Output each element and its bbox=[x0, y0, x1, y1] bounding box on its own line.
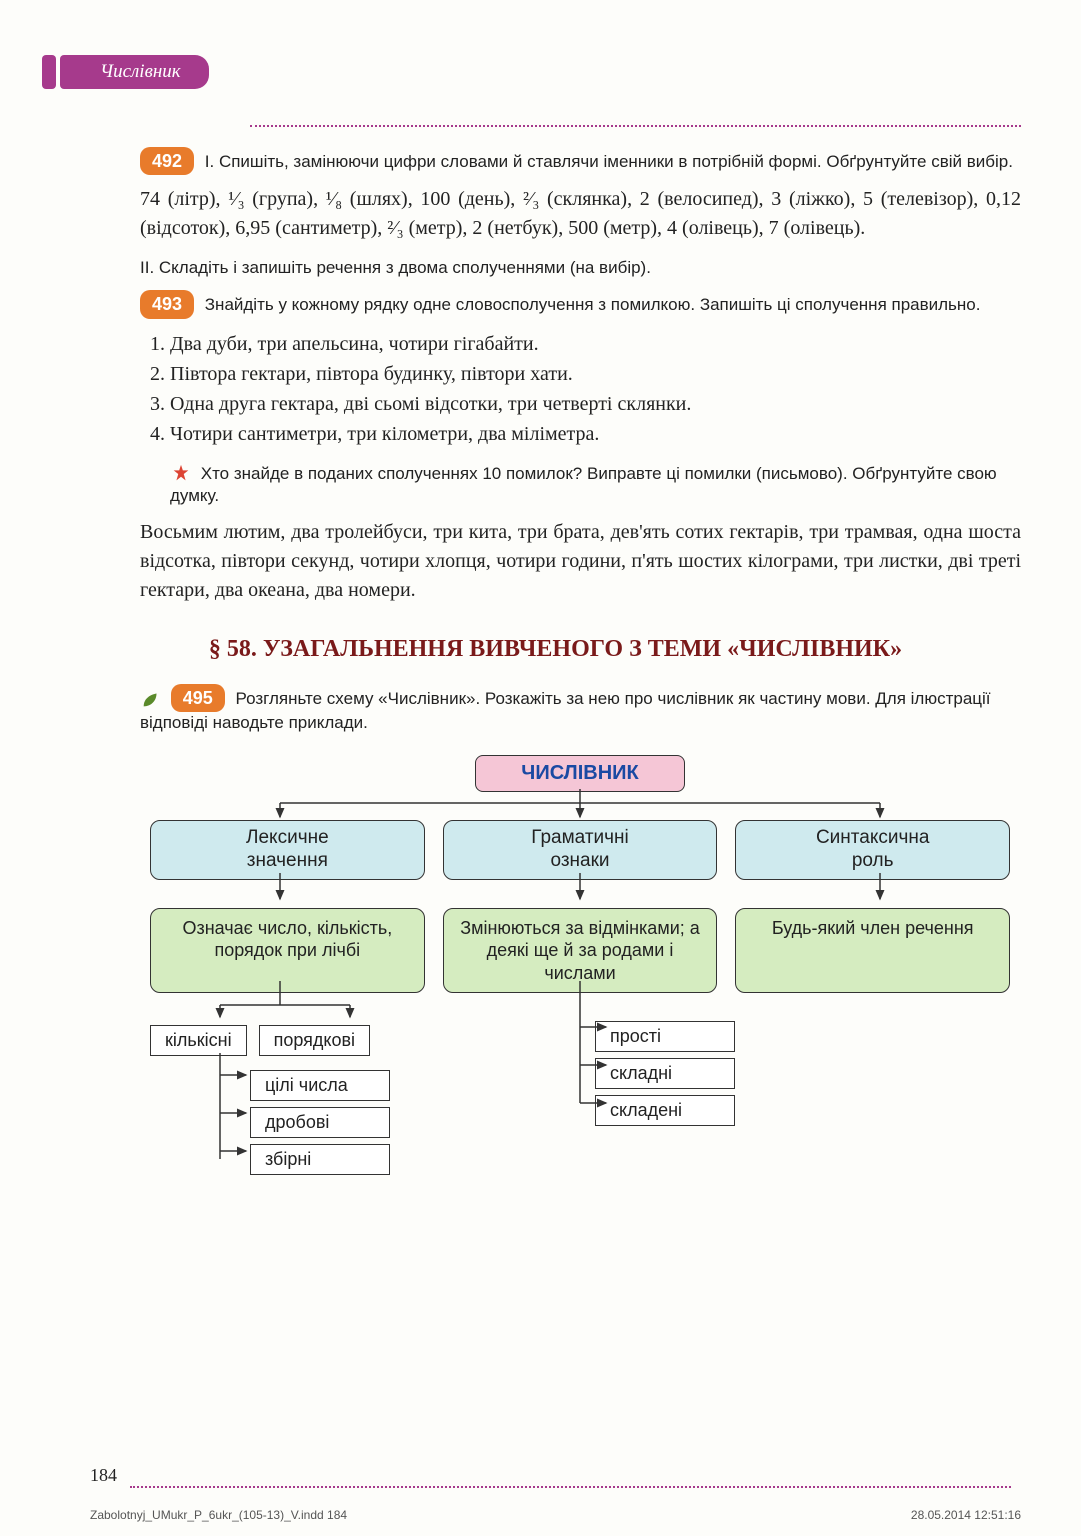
diagram-node-collective: збірні bbox=[250, 1144, 390, 1175]
leaf-icon bbox=[140, 688, 162, 710]
ex495-instr-text: Розгляньте схему «Числівник». Розкажіть … bbox=[140, 689, 991, 732]
ex493-item: 1. Два дуби, три апельсина, чотири гігаб… bbox=[150, 329, 1021, 359]
ex493-list: 1. Два дуби, три апельсина, чотири гігаб… bbox=[150, 329, 1021, 449]
ex493-item: 4. Чотири сантиметри, три кілометри, два… bbox=[150, 419, 1021, 449]
ex493-item: 2. Півтора гектари, півтора будинку, пів… bbox=[150, 359, 1021, 389]
puzzle-icon bbox=[170, 463, 192, 485]
chapter-tab: Числівник bbox=[60, 55, 209, 89]
ex495-instruction: 495 Розгляньте схему «Числівник». Розкаж… bbox=[140, 684, 1021, 735]
ex495-number: 495 bbox=[171, 684, 225, 712]
diagram-node-member: Будь-який член речення bbox=[735, 908, 1010, 994]
diagram-sub-left-list: цілі числа дробові збірні bbox=[250, 1070, 405, 1175]
ex492-number: 492 bbox=[140, 147, 194, 175]
diagram-sub-mid: прості складні складені bbox=[425, 1019, 735, 1181]
numeral-diagram: ЧИСЛІВНИК Лексичне значення Граматичні о… bbox=[150, 755, 1010, 1181]
diagram-node-compound: складені bbox=[595, 1095, 735, 1126]
ex493-instr-text: Знайдіть у кожному рядку одне словосполу… bbox=[205, 295, 981, 314]
challenge-instr-text: Хто знайде в поданих сполученнях 10 поми… bbox=[170, 464, 997, 506]
diagram-sub-row: кількісні порядкові цілі числа дробові з… bbox=[150, 1019, 1010, 1181]
ex492-instr-text: I. Спишіть, замінюючи цифри словами й ст… bbox=[205, 152, 1013, 171]
ex493-item: 3. Одна друга гектара, дві сьомі відсотк… bbox=[150, 389, 1021, 419]
header-dotted-rule bbox=[250, 125, 1021, 127]
ex492-instruction: 492 I. Спишіть, замінюючи цифри словами … bbox=[140, 147, 1021, 175]
diagram-node-kilkisni: кількісні bbox=[150, 1025, 247, 1056]
diagram-root: ЧИСЛІВНИК bbox=[475, 755, 685, 792]
diagram-node-poriadkovi: порядкові bbox=[259, 1025, 370, 1056]
diagram-node-whole: цілі числа bbox=[250, 1070, 390, 1101]
ex493-number: 493 bbox=[140, 290, 194, 318]
ex493-instruction: 493 Знайдіть у кожному рядку одне словос… bbox=[140, 290, 1021, 318]
footer-dotted-rule bbox=[130, 1486, 1011, 1488]
diagram-sub-right-empty bbox=[755, 1019, 1010, 1181]
diagram-node-lexical: Лексичне значення bbox=[150, 820, 425, 880]
ex492-part2: II. Складіть і запишіть речення з двома … bbox=[140, 257, 1021, 280]
diagram-node-grammar: Граматичні ознаки bbox=[443, 820, 718, 880]
diagram-node-fractional: дробові bbox=[250, 1107, 390, 1138]
diagram-node-simple: прості bbox=[595, 1021, 735, 1052]
diagram-node-declension: Змінюються за відмінками; а деякі ще й з… bbox=[443, 908, 718, 994]
section-title: § 58. УЗАГАЛЬНЕННЯ ВИВЧЕНОГО З ТЕМИ «ЧИС… bbox=[90, 633, 1021, 665]
diagram-level1-row: Лексичне значення Граматичні ознаки Синт… bbox=[150, 820, 1010, 880]
footer-timestamp: 28.05.2014 12:51:16 bbox=[911, 1508, 1021, 1522]
page-number: 184 bbox=[90, 1465, 117, 1486]
challenge-instruction: Хто знайде в поданих сполученнях 10 поми… bbox=[170, 463, 1021, 509]
diagram-sub-mid-list: прості складні складені bbox=[595, 1021, 735, 1126]
diagram-node-syntax: Синтаксична роль bbox=[735, 820, 1010, 880]
diagram-level2-row: Означає число, кількість, порядок при лі… bbox=[150, 908, 1010, 994]
diagram-node-meaning: Означає число, кількість, порядок при лі… bbox=[150, 908, 425, 994]
diagram-node-complex: складні bbox=[595, 1058, 735, 1089]
challenge-body: Восьмим лютим, два тролейбуси, три кита,… bbox=[140, 518, 1021, 605]
textbook-page: Числівник 492 I. Спишіть, замінюючи цифр… bbox=[0, 0, 1081, 1536]
footer-meta: Zabolotnyj_UMukr_P_6ukr_(105-13)_V.indd … bbox=[90, 1508, 1021, 1522]
footer-file: Zabolotnyj_UMukr_P_6ukr_(105-13)_V.indd … bbox=[90, 1508, 347, 1522]
ex492-body: 74 (літр), ¹⁄₃ (група), ¹⁄₈ (шлях), 100 … bbox=[140, 185, 1021, 243]
diagram-sub-left: кількісні порядкові цілі числа дробові з… bbox=[150, 1019, 405, 1181]
